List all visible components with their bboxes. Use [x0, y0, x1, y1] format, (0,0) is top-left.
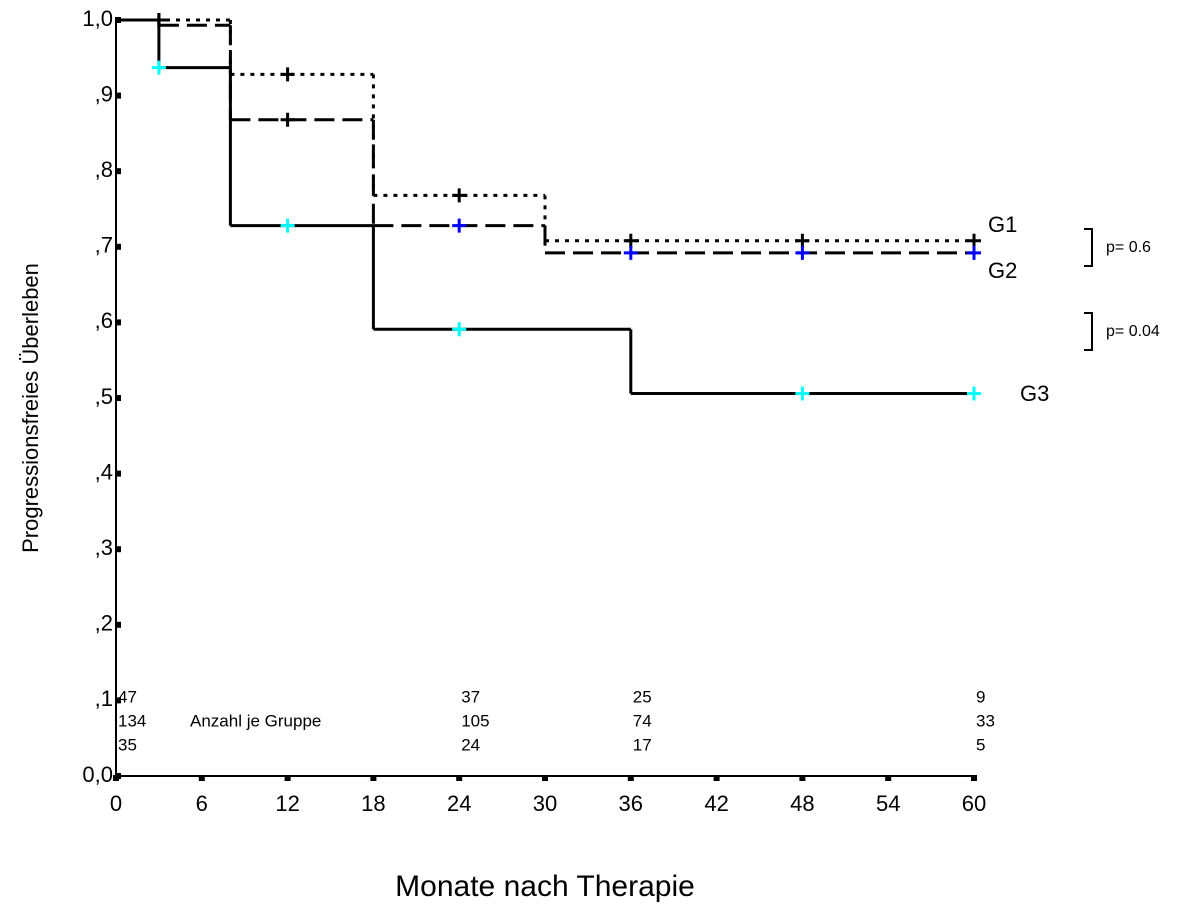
risk-table-label: Anzahl je Gruppe — [190, 711, 321, 730]
risk-count: 17 — [633, 735, 652, 754]
x-tick-label: 18 — [361, 791, 385, 816]
censor-mark — [623, 233, 638, 248]
censor-mark — [967, 245, 981, 260]
x-tick-label: 60 — [962, 791, 986, 816]
y-tick — [115, 546, 121, 553]
y-tick-label: ,4 — [95, 459, 113, 484]
y-axis-title: Progressionsfreies Überleben — [18, 263, 43, 553]
censor-mark — [280, 67, 295, 82]
p-bracket — [1084, 228, 1093, 351]
x-tick-label: 12 — [275, 791, 299, 816]
x-tick — [713, 775, 720, 781]
risk-count: 5 — [976, 735, 985, 754]
censor-mark — [967, 386, 981, 401]
risk-count: 105 — [461, 711, 489, 730]
y-tick-label: ,5 — [95, 384, 113, 409]
censor-mark — [795, 233, 810, 248]
risk-count: 33 — [976, 711, 995, 730]
series-label: G3 — [1020, 381, 1049, 406]
x-tick-label: 54 — [876, 791, 900, 816]
x-tick — [284, 775, 291, 781]
y-tick-label: 0,0 — [82, 762, 113, 787]
x-tick-label: 6 — [196, 791, 208, 816]
x-tick-label: 48 — [790, 791, 814, 816]
p-value: p= 0.6 — [1106, 239, 1151, 256]
risk-count: 35 — [118, 735, 137, 754]
x-tick — [198, 775, 205, 781]
y-tick — [115, 697, 121, 704]
x-tick — [627, 775, 634, 781]
y-tick — [115, 243, 121, 250]
x-tick — [542, 775, 548, 781]
p-value: p= 0.04 — [1106, 323, 1160, 340]
y-tick — [115, 470, 121, 477]
x-tick-label: 0 — [110, 791, 122, 816]
y-tick-label: ,8 — [95, 157, 113, 182]
risk-count: 24 — [461, 735, 480, 754]
risk-count: 9 — [976, 687, 985, 706]
x-tick — [799, 775, 806, 781]
censor-mark — [280, 218, 295, 233]
y-tick-label: ,6 — [95, 308, 113, 333]
censor-mark — [967, 233, 981, 248]
x-tick-label: 36 — [619, 791, 643, 816]
y-tick — [115, 319, 121, 326]
x-axis-title: Monate nach Therapie — [395, 870, 695, 903]
censor-mark — [151, 60, 166, 75]
risk-count: 25 — [633, 687, 652, 706]
censor-mark — [623, 245, 638, 260]
censor-mark — [795, 245, 810, 260]
y-tick-label: ,7 — [95, 233, 113, 258]
series-label: G2 — [988, 258, 1017, 283]
y-tick-label: ,9 — [95, 81, 113, 106]
y-tick — [115, 621, 121, 628]
censor-mark — [452, 218, 467, 233]
x-tick — [113, 775, 119, 781]
y-tick-label: ,1 — [95, 686, 113, 711]
series-label: G1 — [988, 212, 1017, 237]
risk-count: 47 — [118, 687, 137, 706]
x-tick-label: 30 — [533, 791, 557, 816]
y-tick — [115, 92, 121, 99]
x-tick-label: 24 — [447, 791, 471, 816]
y-tick — [115, 168, 121, 175]
risk-count: 37 — [461, 687, 480, 706]
x-tick — [885, 775, 892, 781]
y-tick-label: ,2 — [95, 611, 113, 636]
censor-mark — [452, 188, 467, 203]
censor-mark — [795, 386, 810, 401]
x-tick — [456, 775, 463, 781]
y-tick-label: 1,0 — [82, 6, 113, 31]
y-tick — [115, 395, 121, 401]
x-tick — [971, 775, 977, 781]
censor-mark — [452, 322, 467, 337]
y-tick-label: ,3 — [95, 535, 113, 560]
risk-count: 74 — [633, 711, 652, 730]
x-tick — [370, 775, 377, 781]
risk-count: 134 — [118, 711, 146, 730]
censor-mark — [280, 112, 295, 127]
x-tick-label: 42 — [704, 791, 728, 816]
